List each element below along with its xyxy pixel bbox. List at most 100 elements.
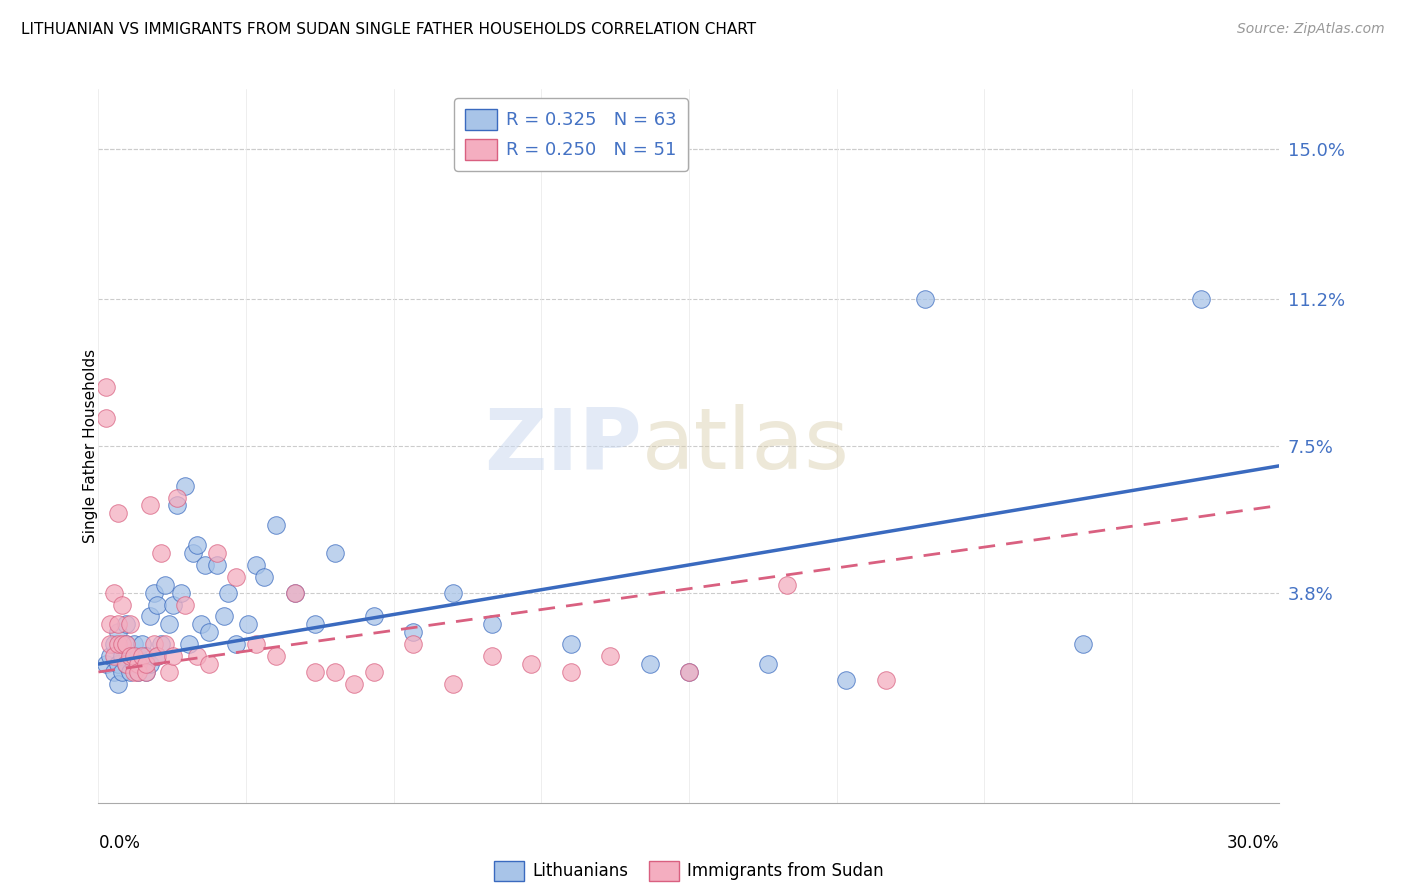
Point [214,609,236,624]
Point [181,546,204,560]
Point [135,657,157,671]
Point [402,625,425,640]
Point [107,617,129,632]
Point [127,657,149,671]
Point [481,617,503,632]
Point [138,609,160,624]
Point [343,677,366,691]
Point [304,665,326,679]
Point [138,657,160,671]
Point [170,585,193,599]
Point [122,665,145,679]
Point [162,598,184,612]
Y-axis label: Single Father Households: Single Father Households [83,349,97,543]
Point [756,657,779,671]
Point [441,585,464,599]
Point [127,665,149,679]
Point [205,558,228,572]
Point [186,649,208,664]
Point [236,617,259,632]
Point [914,293,936,307]
Point [146,649,169,664]
Point [115,657,138,671]
Text: LITHUANIAN VS IMMIGRANTS FROM SUDAN SINGLE FATHER HOUSEHOLDS CORRELATION CHART: LITHUANIAN VS IMMIGRANTS FROM SUDAN SING… [21,22,756,37]
Point [96,411,118,425]
Point [118,617,141,632]
Point [304,617,326,632]
Point [111,665,134,679]
Point [197,625,219,640]
Point [157,617,180,632]
Point [122,657,145,671]
Point [245,558,267,572]
Point [264,518,287,533]
Point [599,649,621,664]
Point [96,657,118,671]
Point [835,673,858,687]
Point [323,546,346,560]
Point [131,657,153,671]
Point [481,649,503,664]
Point [363,609,385,624]
Point [284,585,307,599]
Point [103,637,125,651]
Point [127,665,149,679]
Point [776,578,799,592]
Point [107,657,129,671]
Point [166,491,188,505]
Point [520,657,543,671]
Point [107,637,129,651]
Point [177,637,200,651]
Point [1189,293,1212,307]
Point [118,649,141,664]
Point [98,649,121,664]
Point [157,665,180,679]
Point [111,598,134,612]
Point [264,649,287,664]
Point [107,625,129,640]
Point [155,637,177,651]
Text: atlas: atlas [641,404,849,488]
Point [217,585,239,599]
Point [150,637,173,651]
Point [441,677,464,691]
Point [150,546,173,560]
Legend: Lithuanians, Immigrants from Sudan: Lithuanians, Immigrants from Sudan [488,855,890,888]
Text: 30.0%: 30.0% [1227,834,1279,852]
Point [166,499,188,513]
Point [103,665,125,679]
Point [225,637,247,651]
Point [122,637,145,651]
Point [1071,637,1094,651]
Text: Source: ZipAtlas.com: Source: ZipAtlas.com [1237,22,1385,37]
Point [253,570,276,584]
Point [560,637,582,651]
Point [142,637,165,651]
Point [174,598,197,612]
Point [678,665,700,679]
Point [103,585,125,599]
Text: ZIP: ZIP [484,404,641,488]
Point [197,657,219,671]
Point [115,637,138,651]
Point [111,649,134,664]
Point [186,538,208,552]
Point [98,617,121,632]
Point [138,499,160,513]
Point [174,478,197,492]
Point [323,665,346,679]
Point [402,637,425,651]
Point [135,665,157,679]
Point [98,637,121,651]
Point [162,649,184,664]
Point [115,637,138,651]
Point [118,649,141,664]
Point [678,665,700,679]
Point [142,585,165,599]
Point [131,637,153,651]
Point [190,617,212,632]
Point [135,649,157,664]
Point [115,617,138,632]
Point [363,665,385,679]
Point [638,657,661,671]
